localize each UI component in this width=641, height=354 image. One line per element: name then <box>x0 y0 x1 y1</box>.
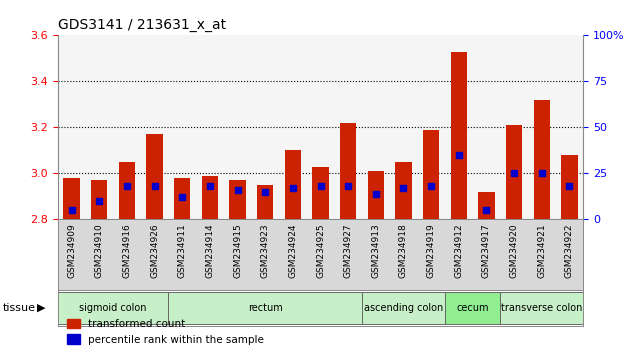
Text: GSM234913: GSM234913 <box>371 223 380 278</box>
Bar <box>445 292 501 324</box>
Text: transverse colon: transverse colon <box>501 303 583 313</box>
Text: ascending colon: ascending colon <box>364 303 443 313</box>
Bar <box>146 135 163 219</box>
Text: GSM234911: GSM234911 <box>178 223 187 278</box>
Text: GSM234926: GSM234926 <box>150 223 159 278</box>
Bar <box>478 192 495 219</box>
Text: GSM234919: GSM234919 <box>427 223 436 278</box>
Bar <box>506 125 522 219</box>
Text: GSM234914: GSM234914 <box>205 223 214 278</box>
Bar <box>257 185 274 219</box>
Bar <box>63 178 80 219</box>
Bar <box>285 150 301 219</box>
Text: ▶: ▶ <box>37 303 46 313</box>
Text: GSM234912: GSM234912 <box>454 223 463 278</box>
Bar <box>229 180 246 219</box>
Bar <box>340 123 356 219</box>
Bar <box>201 176 218 219</box>
Bar <box>174 178 190 219</box>
Bar <box>367 171 384 219</box>
Text: GSM234910: GSM234910 <box>95 223 104 278</box>
Text: rectum: rectum <box>248 303 283 313</box>
Bar <box>501 292 583 324</box>
Text: sigmoid colon: sigmoid colon <box>79 303 147 313</box>
Text: GDS3141 / 213631_x_at: GDS3141 / 213631_x_at <box>58 18 226 32</box>
Text: GSM234922: GSM234922 <box>565 223 574 278</box>
Bar <box>169 292 362 324</box>
Text: GSM234924: GSM234924 <box>288 223 297 278</box>
Text: GSM234916: GSM234916 <box>122 223 131 278</box>
Text: GSM234917: GSM234917 <box>482 223 491 278</box>
Bar <box>423 130 440 219</box>
Bar <box>91 180 108 219</box>
Bar <box>119 162 135 219</box>
Text: GSM234909: GSM234909 <box>67 223 76 278</box>
Text: GSM234915: GSM234915 <box>233 223 242 278</box>
Text: GSM234927: GSM234927 <box>344 223 353 278</box>
Text: GSM234923: GSM234923 <box>261 223 270 278</box>
Bar <box>395 162 412 219</box>
Bar <box>362 292 445 324</box>
Bar <box>451 52 467 219</box>
Text: cecum: cecum <box>456 303 489 313</box>
Bar <box>533 100 550 219</box>
Bar <box>58 292 169 324</box>
Text: GSM234925: GSM234925 <box>316 223 325 278</box>
Text: GSM234921: GSM234921 <box>537 223 546 278</box>
Text: GSM234920: GSM234920 <box>510 223 519 278</box>
Bar <box>561 155 578 219</box>
Bar <box>312 167 329 219</box>
Text: tissue: tissue <box>3 303 36 313</box>
Text: GSM234918: GSM234918 <box>399 223 408 278</box>
Legend: transformed count, percentile rank within the sample: transformed count, percentile rank withi… <box>63 315 268 349</box>
